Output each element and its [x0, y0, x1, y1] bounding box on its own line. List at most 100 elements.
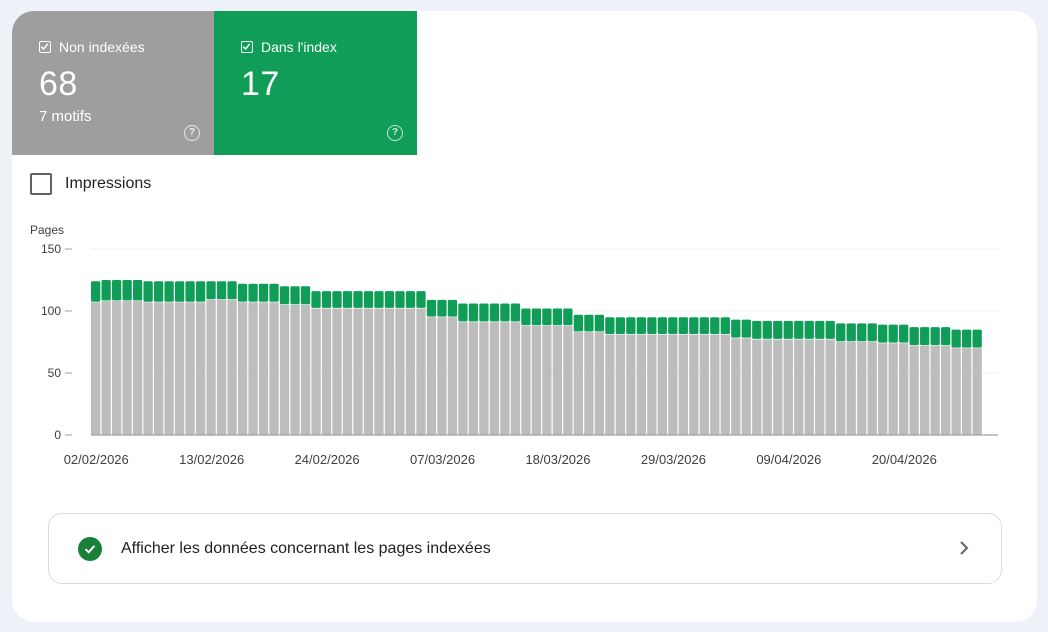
bar-non-indexed	[468, 322, 479, 435]
bar-indexed	[353, 291, 363, 308]
bar-non-indexed	[101, 301, 111, 435]
bar-non-indexed	[237, 302, 248, 435]
bar-indexed	[185, 281, 195, 302]
bar-indexed	[122, 280, 132, 301]
bar-non-indexed	[972, 348, 982, 435]
bar-non-indexed	[405, 308, 416, 435]
chevron-right-icon	[959, 540, 969, 561]
bar-non-indexed	[185, 302, 195, 435]
bar-indexed	[689, 317, 699, 334]
bar-non-indexed	[143, 302, 153, 435]
bar-indexed	[405, 291, 416, 308]
bar-non-indexed	[930, 345, 940, 435]
bar-non-indexed	[122, 301, 132, 435]
bar-non-indexed	[174, 302, 185, 435]
bar-indexed	[773, 320, 783, 339]
bar-non-indexed	[153, 302, 164, 435]
bar-indexed	[972, 329, 982, 348]
bar-indexed	[510, 303, 521, 322]
tile-indexed[interactable]: Dans l'index 17 ?	[214, 11, 417, 155]
bar-indexed	[825, 320, 835, 339]
bar-indexed	[657, 317, 667, 334]
bar-indexed	[647, 317, 657, 334]
bar-indexed	[941, 327, 951, 346]
checkbox-checked-icon[interactable]	[39, 41, 51, 53]
bar-indexed	[101, 280, 111, 301]
x-tick-label: 13/02/2026	[179, 452, 244, 467]
bar-non-indexed	[846, 342, 856, 435]
bar-non-indexed	[762, 339, 772, 435]
bar-indexed	[395, 291, 405, 308]
view-indexed-pages-link[interactable]: Afficher les données concernant les page…	[48, 513, 1002, 584]
bar-non-indexed	[773, 339, 783, 435]
y-tick-label: 50	[48, 366, 62, 380]
bar-indexed	[227, 281, 237, 300]
bar-non-indexed	[290, 304, 300, 435]
bar-non-indexed	[951, 348, 961, 435]
x-tick-label: 24/02/2026	[295, 452, 360, 467]
bar-indexed	[584, 314, 594, 332]
bar-non-indexed	[594, 332, 605, 435]
bar-non-indexed	[962, 348, 972, 435]
bar-non-indexed	[111, 301, 122, 435]
help-icon[interactable]: ?	[184, 125, 200, 141]
bar-indexed	[468, 303, 479, 322]
tile-indexed-label: Dans l'index	[261, 39, 337, 55]
bar-non-indexed	[195, 302, 206, 435]
bar-non-indexed	[206, 299, 216, 435]
bar-indexed	[174, 281, 185, 302]
bar-indexed	[216, 281, 227, 300]
bar-non-indexed	[248, 302, 258, 435]
impressions-toggle[interactable]: Impressions	[30, 173, 151, 195]
bar-non-indexed	[647, 334, 657, 435]
bar-indexed	[752, 320, 762, 339]
view-indexed-pages-label: Afficher les données concernant les page…	[121, 539, 491, 557]
bar-indexed	[143, 281, 153, 302]
bar-non-indexed	[531, 325, 542, 435]
bar-non-indexed	[615, 334, 625, 435]
bar-indexed	[720, 317, 730, 334]
bar-non-indexed	[720, 334, 730, 435]
bar-indexed	[342, 291, 353, 308]
bar-indexed	[951, 329, 961, 348]
tile-not-indexed-count: 68	[39, 65, 78, 103]
bar-indexed	[416, 291, 426, 308]
bar-non-indexed	[300, 304, 311, 435]
bar-indexed	[836, 323, 846, 342]
help-icon[interactable]: ?	[387, 125, 403, 141]
bar-indexed	[552, 308, 563, 326]
tile-indexed-header: Dans l'index	[241, 39, 417, 55]
bar-indexed	[500, 303, 510, 322]
bar-indexed	[815, 320, 825, 339]
index-coverage-card: Non indexées 68 7 motifs ? Dans l'index …	[12, 11, 1037, 622]
bar-non-indexed	[510, 322, 521, 435]
bar-indexed	[920, 327, 930, 346]
bar-non-indexed	[321, 308, 332, 435]
bar-non-indexed	[227, 299, 237, 435]
bar-indexed	[132, 280, 143, 301]
bar-indexed	[930, 327, 940, 346]
bar-indexed	[741, 319, 751, 338]
bar-non-indexed	[636, 334, 646, 435]
bar-indexed	[899, 324, 909, 343]
checkbox-unchecked-icon[interactable]	[30, 173, 52, 195]
bar-indexed	[605, 317, 615, 334]
x-tick-label: 20/04/2026	[872, 452, 937, 467]
checkbox-checked-icon[interactable]	[241, 41, 253, 53]
bar-indexed	[311, 291, 321, 308]
tile-not-indexed[interactable]: Non indexées 68 7 motifs ?	[12, 11, 214, 155]
bar-non-indexed	[783, 339, 793, 435]
y-tick-label: 150	[41, 242, 61, 256]
bar-indexed	[857, 323, 867, 342]
tile-indexed-count: 17	[241, 65, 280, 103]
bar-non-indexed	[678, 334, 688, 435]
bar-indexed	[332, 291, 342, 308]
bar-non-indexed	[489, 322, 500, 435]
bar-indexed	[279, 286, 290, 305]
bar-non-indexed	[416, 308, 426, 435]
bar-non-indexed	[458, 322, 468, 435]
bar-non-indexed	[689, 334, 699, 435]
bar-non-indexed	[479, 322, 489, 435]
bar-indexed	[783, 320, 793, 339]
bar-indexed	[237, 283, 248, 302]
